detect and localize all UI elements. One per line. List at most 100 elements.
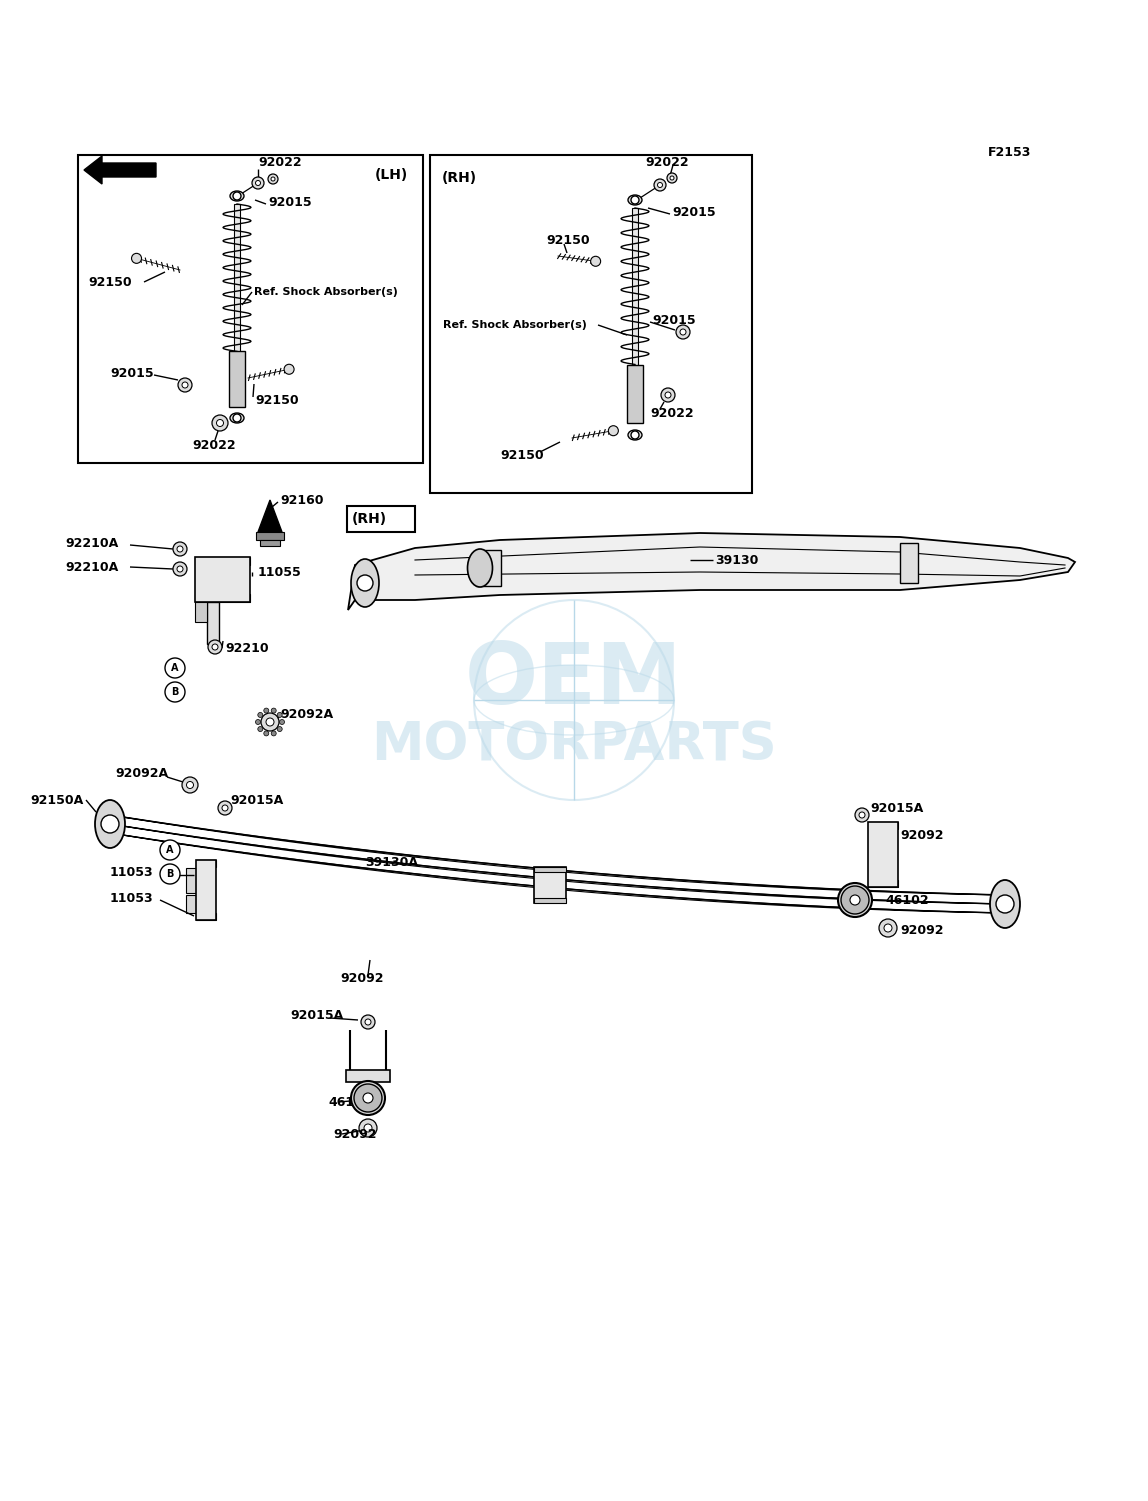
Polygon shape (84, 156, 156, 185)
Text: 92015: 92015 (110, 366, 154, 380)
Bar (195, 557, 250, 564)
Circle shape (271, 177, 276, 182)
Text: B: B (166, 869, 173, 880)
Bar (900, 543, 918, 582)
Bar (186, 895, 197, 913)
Bar (234, 204, 240, 396)
Circle shape (132, 254, 141, 263)
Text: 92150: 92150 (88, 276, 132, 288)
Circle shape (264, 731, 269, 735)
Text: 92092: 92092 (333, 1127, 377, 1141)
Circle shape (841, 886, 869, 914)
Circle shape (859, 812, 864, 818)
Circle shape (884, 925, 892, 932)
Bar (534, 899, 566, 904)
Bar (207, 602, 219, 644)
Circle shape (658, 183, 662, 188)
Text: 92015A: 92015A (290, 1009, 343, 1022)
Circle shape (264, 708, 269, 713)
Bar (78, 155, 422, 462)
Bar (259, 540, 280, 546)
Circle shape (279, 719, 285, 725)
Ellipse shape (838, 883, 872, 917)
Bar (868, 823, 898, 829)
Circle shape (365, 1019, 371, 1025)
Polygon shape (348, 533, 1075, 609)
Circle shape (359, 1120, 377, 1136)
Bar (534, 868, 566, 872)
Circle shape (667, 173, 677, 183)
Circle shape (177, 546, 183, 552)
Polygon shape (258, 500, 282, 531)
Bar (256, 531, 284, 540)
Circle shape (855, 808, 869, 823)
Text: 11053: 11053 (110, 866, 154, 878)
Text: A: A (171, 663, 179, 672)
Text: 92015: 92015 (267, 195, 311, 209)
Circle shape (165, 681, 185, 702)
Circle shape (261, 713, 279, 731)
Bar (195, 557, 250, 602)
Text: B: B (171, 687, 179, 696)
Circle shape (670, 176, 674, 180)
Text: OEM: OEM (465, 638, 683, 722)
Circle shape (208, 639, 222, 654)
Circle shape (665, 392, 670, 398)
Text: 92150: 92150 (255, 393, 298, 407)
Circle shape (212, 644, 218, 650)
Text: 92092: 92092 (900, 923, 944, 937)
Circle shape (186, 782, 194, 788)
Text: 92150A: 92150A (30, 794, 84, 806)
Text: 92092: 92092 (900, 829, 944, 842)
Circle shape (222, 805, 228, 811)
Bar (347, 506, 414, 531)
Circle shape (271, 731, 277, 735)
Bar (196, 860, 216, 868)
Bar (430, 155, 752, 492)
Bar (196, 860, 216, 920)
Ellipse shape (628, 429, 642, 440)
Circle shape (884, 836, 892, 844)
Polygon shape (110, 824, 1004, 904)
Circle shape (277, 726, 282, 731)
Text: 92015A: 92015A (870, 802, 923, 815)
Text: 46102: 46102 (885, 893, 929, 907)
Circle shape (233, 414, 241, 422)
Circle shape (183, 381, 188, 387)
Circle shape (178, 378, 192, 392)
Text: Ref. Shock Absorber(s): Ref. Shock Absorber(s) (443, 320, 587, 330)
Circle shape (160, 841, 180, 860)
Circle shape (256, 180, 261, 186)
Text: (RH): (RH) (442, 171, 478, 185)
Text: (LH): (LH) (375, 168, 409, 182)
Circle shape (850, 895, 860, 905)
Text: 92210: 92210 (225, 641, 269, 654)
Bar (196, 913, 216, 920)
Circle shape (258, 726, 263, 731)
Circle shape (183, 778, 197, 793)
Circle shape (233, 192, 241, 200)
Circle shape (101, 815, 119, 833)
Circle shape (996, 895, 1014, 913)
Text: MOTORPARTS: MOTORPARTS (371, 719, 777, 772)
Ellipse shape (351, 558, 379, 606)
Circle shape (256, 719, 261, 725)
Ellipse shape (95, 800, 125, 848)
Text: 92015: 92015 (672, 206, 715, 219)
Circle shape (218, 802, 232, 815)
Text: 92022: 92022 (650, 407, 693, 419)
Circle shape (266, 717, 274, 726)
Text: 39130: 39130 (715, 554, 759, 566)
Text: (RH): (RH) (352, 512, 387, 525)
Circle shape (354, 1084, 382, 1112)
Bar (195, 602, 207, 621)
Circle shape (160, 865, 180, 884)
Text: 92015A: 92015A (230, 794, 284, 806)
Text: 92022: 92022 (258, 156, 302, 168)
Circle shape (676, 326, 690, 339)
Circle shape (284, 365, 294, 374)
Circle shape (680, 329, 687, 335)
Circle shape (879, 832, 897, 850)
Bar (633, 209, 638, 411)
Text: 39130A: 39130A (365, 856, 418, 869)
